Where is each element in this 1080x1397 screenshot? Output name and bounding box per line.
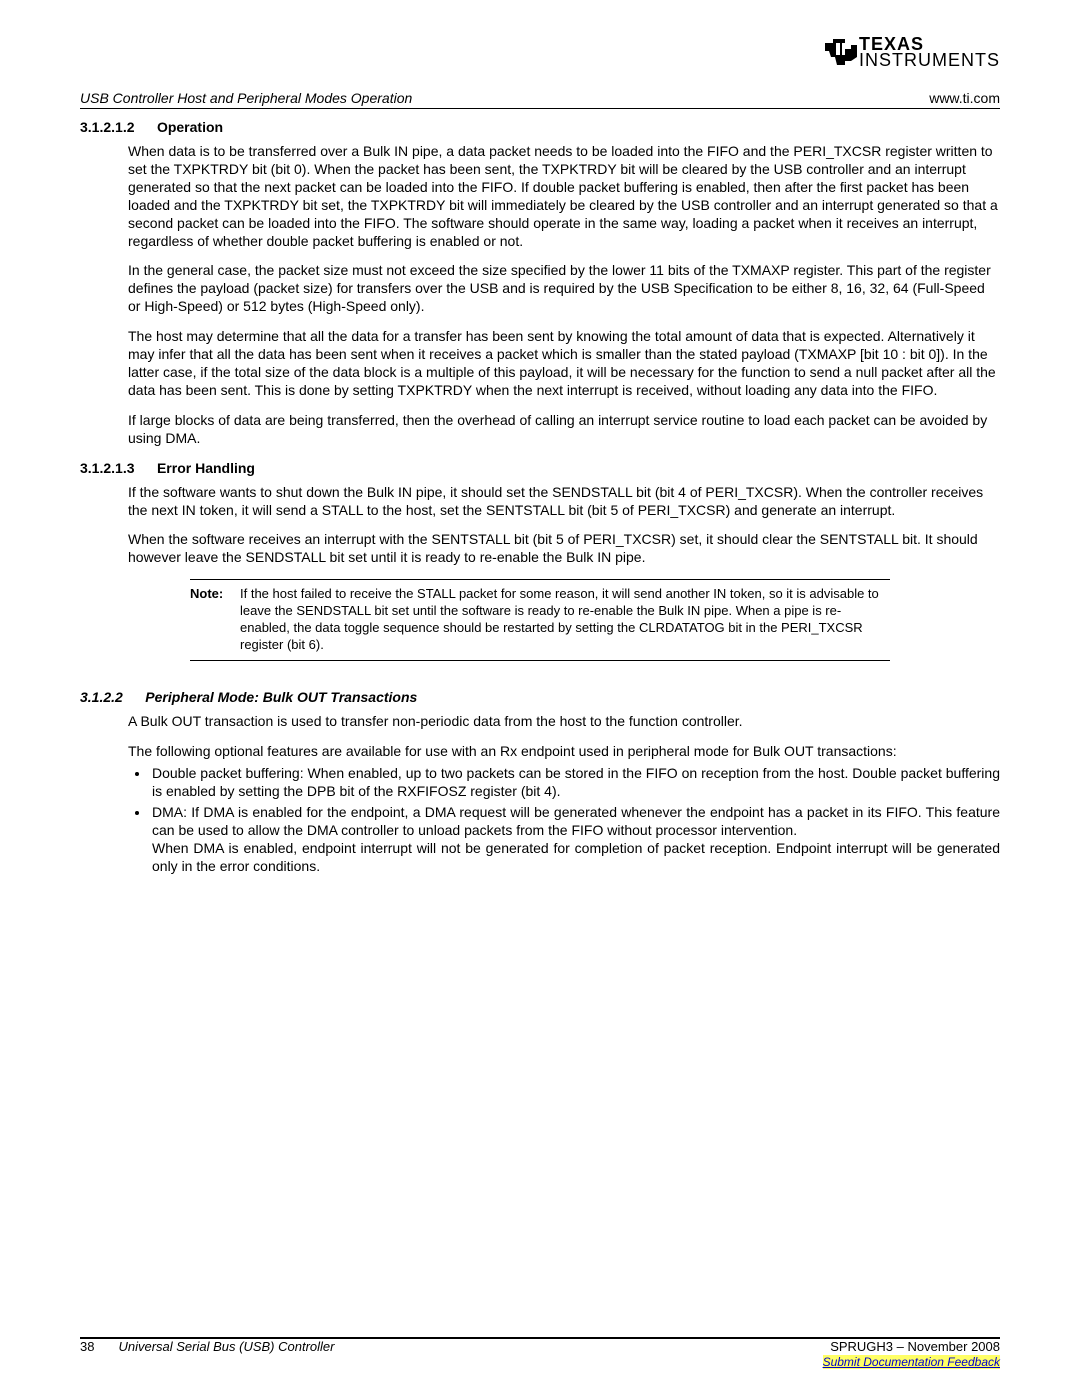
page-content: 3.1.2.1.2 Operation When data is to be t… (80, 119, 1000, 876)
header-section-title: USB Controller Host and Peripheral Modes… (80, 90, 412, 106)
paragraph: If large blocks of data are being transf… (128, 412, 1000, 448)
section-number: 3.1.2.1.2 (80, 119, 135, 135)
ti-logo-icon (823, 35, 859, 69)
section-title: Peripheral Mode: Bulk OUT Transactions (145, 689, 417, 705)
document-page: TEXAS INSTRUMENTS USB Controller Host an… (0, 0, 1080, 1397)
paragraph: If the software wants to shut down the B… (128, 484, 1000, 520)
list-item-text: Double packet buffering: When enabled, u… (152, 765, 1000, 799)
footer-doc-id: SPRUGH3 – November 2008 (823, 1339, 1000, 1354)
logo-line2: INSTRUMENTS (859, 52, 1000, 68)
note-text: If the host failed to receive the STALL … (240, 586, 890, 654)
section-heading-error-handling: 3.1.2.1.3 Error Handling (80, 460, 1000, 478)
paragraph: The following optional features are avai… (128, 743, 1000, 761)
feedback-link[interactable]: Submit Documentation Feedback (823, 1355, 1000, 1369)
section-heading-bulk-out: 3.1.2.2 Peripheral Mode: Bulk OUT Transa… (80, 689, 1000, 707)
ti-logo: TEXAS INSTRUMENTS (823, 35, 1000, 69)
paragraph: In the general case, the packet size mus… (128, 262, 1000, 316)
header-url: www.ti.com (929, 90, 1000, 106)
ti-logo-text: TEXAS INSTRUMENTS (859, 36, 1000, 68)
paragraph: A Bulk OUT transaction is used to transf… (128, 713, 1000, 731)
footer-doc-title: Universal Serial Bus (USB) Controller (118, 1339, 334, 1369)
paragraph: When data is to be transferred over a Bu… (128, 143, 1000, 250)
section-number: 3.1.2.1.3 (80, 460, 135, 476)
footer-left: 38 Universal Serial Bus (USB) Controller (80, 1339, 334, 1369)
paragraph: The host may determine that all the data… (128, 328, 1000, 400)
note-label: Note: (190, 586, 240, 654)
section-number: 3.1.2.2 (80, 689, 123, 705)
list-item: Double packet buffering: When enabled, u… (150, 765, 1000, 801)
list-item-text: When DMA is enabled, endpoint interrupt … (152, 840, 1000, 876)
footer-right: SPRUGH3 – November 2008 Submit Documenta… (823, 1339, 1000, 1369)
page-header: USB Controller Host and Peripheral Modes… (80, 90, 1000, 109)
list-item: DMA: If DMA is enabled for the endpoint,… (150, 804, 1000, 876)
paragraph: When the software receives an interrupt … (128, 531, 1000, 567)
page-number: 38 (80, 1339, 94, 1369)
page-footer: 38 Universal Serial Bus (USB) Controller… (80, 1339, 1000, 1369)
section-heading-operation: 3.1.2.1.2 Operation (80, 119, 1000, 137)
list-item-text: DMA: If DMA is enabled for the endpoint,… (152, 804, 1000, 840)
section-title: Operation (157, 119, 223, 135)
section-title: Error Handling (157, 460, 255, 476)
bullet-list: Double packet buffering: When enabled, u… (150, 765, 1000, 876)
note-box: Note: If the host failed to receive the … (190, 579, 890, 661)
